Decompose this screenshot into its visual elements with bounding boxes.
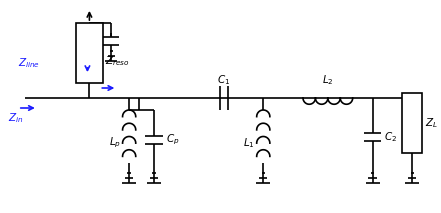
Text: $C_2$: $C_2$ [385,130,398,144]
Bar [402,93,422,153]
Text: $Z_{line}$: $Z_{line}$ [18,56,40,70]
Text: $C_p$: $C_p$ [166,133,179,147]
Text: $Z_L$: $Z_L$ [425,116,438,130]
Text: $L_p$: $L_p$ [109,136,121,150]
Text: $L_1$: $L_1$ [243,136,255,150]
Text: $L_2$: $L_2$ [322,73,334,87]
Text: $Z_{reso}$: $Z_{reso}$ [105,54,130,68]
Text: $C_1$: $C_1$ [217,73,230,87]
Bar [75,23,103,83]
Text: $Z_{in}$: $Z_{in}$ [8,111,23,125]
